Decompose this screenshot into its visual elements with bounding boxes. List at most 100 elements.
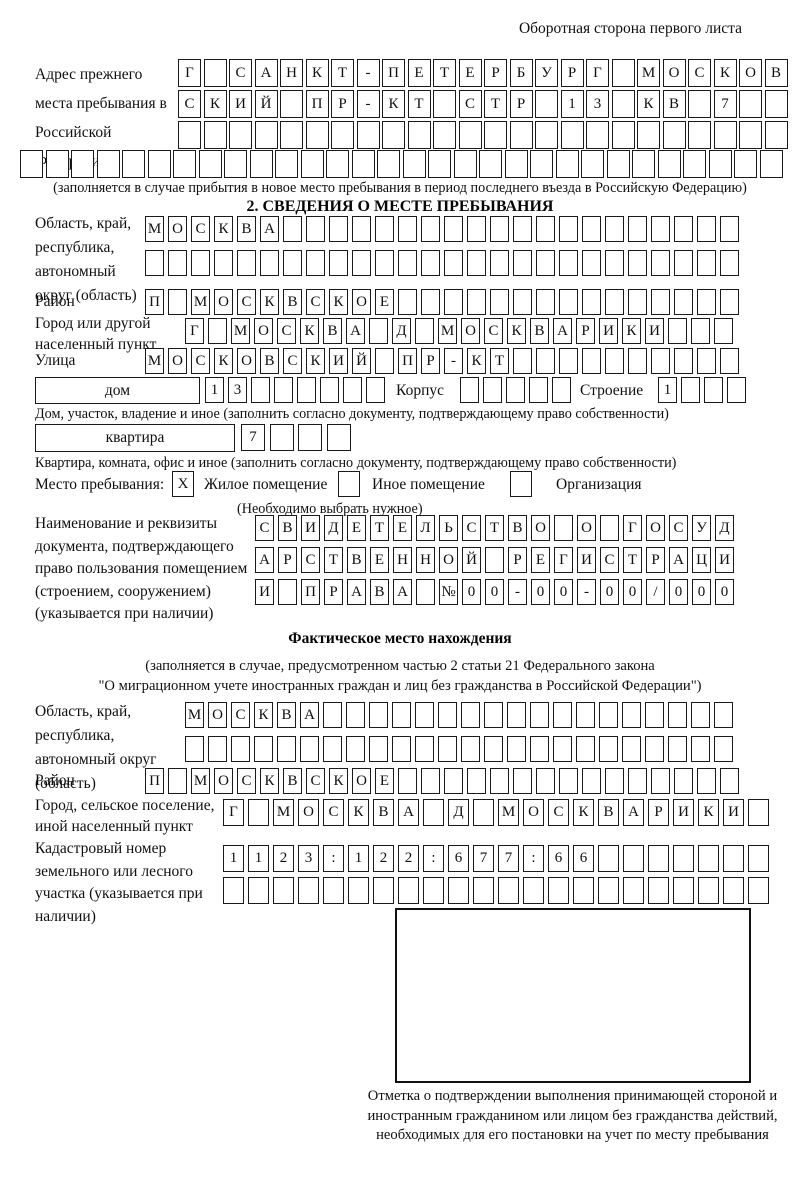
char-box[interactable] bbox=[392, 736, 411, 762]
char-box[interactable] bbox=[529, 377, 548, 403]
char-box[interactable]: Р bbox=[648, 799, 669, 826]
char-box[interactable] bbox=[248, 799, 269, 826]
char-box[interactable] bbox=[448, 877, 469, 904]
char-box[interactable]: С bbox=[600, 547, 619, 573]
char-box[interactable]: И bbox=[229, 90, 252, 118]
char-box[interactable]: 6 bbox=[573, 845, 594, 872]
char-box[interactable] bbox=[611, 121, 635, 149]
char-box[interactable] bbox=[673, 877, 694, 904]
char-box[interactable] bbox=[698, 877, 719, 904]
char-box[interactable] bbox=[433, 90, 456, 118]
char-box[interactable] bbox=[71, 150, 94, 178]
char-box[interactable]: 6 bbox=[448, 845, 469, 872]
char-box[interactable]: Г bbox=[178, 59, 201, 87]
char-box[interactable] bbox=[530, 150, 553, 178]
char-box[interactable] bbox=[415, 318, 434, 344]
char-box[interactable]: О bbox=[214, 768, 233, 794]
char-box[interactable]: М bbox=[273, 799, 294, 826]
char-box[interactable]: Д bbox=[715, 515, 734, 541]
char-box[interactable] bbox=[651, 768, 670, 794]
char-box[interactable]: К bbox=[260, 768, 279, 794]
char-box[interactable] bbox=[490, 289, 509, 315]
char-box[interactable] bbox=[632, 150, 655, 178]
char-box[interactable]: / bbox=[646, 579, 665, 605]
char-box[interactable] bbox=[254, 121, 278, 149]
char-box[interactable] bbox=[507, 736, 526, 762]
char-box[interactable]: С bbox=[669, 515, 688, 541]
char-box[interactable] bbox=[178, 121, 201, 149]
char-box[interactable] bbox=[191, 250, 210, 276]
char-box[interactable] bbox=[473, 877, 494, 904]
char-box[interactable] bbox=[20, 150, 43, 178]
char-box[interactable]: Й bbox=[254, 90, 278, 118]
char-box[interactable] bbox=[536, 289, 555, 315]
char-box[interactable] bbox=[598, 877, 619, 904]
char-box[interactable]: 0 bbox=[531, 579, 550, 605]
char-box[interactable]: Т bbox=[324, 547, 343, 573]
char-box[interactable]: - bbox=[444, 348, 463, 374]
char-box[interactable] bbox=[326, 424, 351, 451]
char-box[interactable] bbox=[600, 515, 619, 541]
char-box[interactable] bbox=[739, 121, 762, 149]
char-box[interactable] bbox=[713, 121, 737, 149]
char-box[interactable] bbox=[467, 768, 486, 794]
char-box[interactable]: В bbox=[277, 702, 296, 728]
char-box[interactable] bbox=[369, 318, 388, 344]
char-box[interactable]: В bbox=[764, 59, 788, 87]
char-box[interactable] bbox=[513, 216, 532, 242]
char-box[interactable] bbox=[581, 150, 604, 178]
char-box[interactable] bbox=[224, 150, 247, 178]
char-box[interactable]: М bbox=[145, 216, 164, 242]
char-box[interactable] bbox=[683, 150, 706, 178]
char-box[interactable]: В bbox=[530, 318, 549, 344]
char-box[interactable]: Т bbox=[407, 90, 431, 118]
char-box[interactable] bbox=[513, 289, 532, 315]
char-box[interactable]: - bbox=[508, 579, 527, 605]
char-box[interactable] bbox=[606, 150, 630, 178]
char-box[interactable]: : bbox=[423, 845, 444, 872]
char-box[interactable]: К bbox=[306, 348, 325, 374]
char-box[interactable] bbox=[651, 348, 670, 374]
char-box[interactable] bbox=[674, 250, 693, 276]
char-box[interactable]: С bbox=[191, 348, 210, 374]
char-box[interactable] bbox=[674, 216, 693, 242]
char-box[interactable] bbox=[423, 877, 444, 904]
char-box[interactable] bbox=[648, 877, 669, 904]
char-box[interactable]: В bbox=[323, 318, 342, 344]
char-box[interactable]: С bbox=[688, 59, 711, 87]
char-box[interactable]: Н bbox=[416, 547, 435, 573]
char-box[interactable] bbox=[648, 845, 669, 872]
char-box[interactable] bbox=[168, 289, 187, 315]
char-box[interactable] bbox=[45, 150, 69, 178]
char-box[interactable] bbox=[348, 877, 369, 904]
char-box[interactable]: К bbox=[203, 90, 227, 118]
char-box[interactable]: К bbox=[507, 318, 526, 344]
char-box[interactable] bbox=[398, 877, 419, 904]
char-box[interactable] bbox=[555, 150, 579, 178]
char-box[interactable] bbox=[305, 121, 329, 149]
char-box[interactable] bbox=[483, 377, 502, 403]
char-box[interactable] bbox=[739, 90, 762, 118]
char-box[interactable]: И bbox=[301, 515, 320, 541]
char-box[interactable]: В bbox=[260, 348, 279, 374]
char-box[interactable] bbox=[599, 702, 618, 728]
char-box[interactable] bbox=[748, 799, 769, 826]
char-box[interactable] bbox=[582, 216, 601, 242]
char-box[interactable]: К bbox=[214, 348, 233, 374]
char-box[interactable]: Е bbox=[407, 59, 431, 87]
char-box[interactable] bbox=[697, 289, 716, 315]
char-box[interactable] bbox=[278, 579, 297, 605]
char-box[interactable]: К bbox=[698, 799, 719, 826]
char-box[interactable]: Б bbox=[509, 59, 533, 87]
char-box[interactable] bbox=[530, 736, 549, 762]
char-box[interactable] bbox=[559, 289, 578, 315]
char-box[interactable]: В bbox=[373, 799, 394, 826]
char-box[interactable]: Е bbox=[375, 768, 394, 794]
char-box[interactable]: 0 bbox=[669, 579, 688, 605]
char-box[interactable] bbox=[553, 702, 572, 728]
char-box[interactable]: 0 bbox=[715, 579, 734, 605]
char-box[interactable] bbox=[553, 736, 572, 762]
char-box[interactable] bbox=[484, 121, 507, 149]
char-box[interactable]: А bbox=[346, 318, 365, 344]
char-box[interactable] bbox=[536, 250, 555, 276]
